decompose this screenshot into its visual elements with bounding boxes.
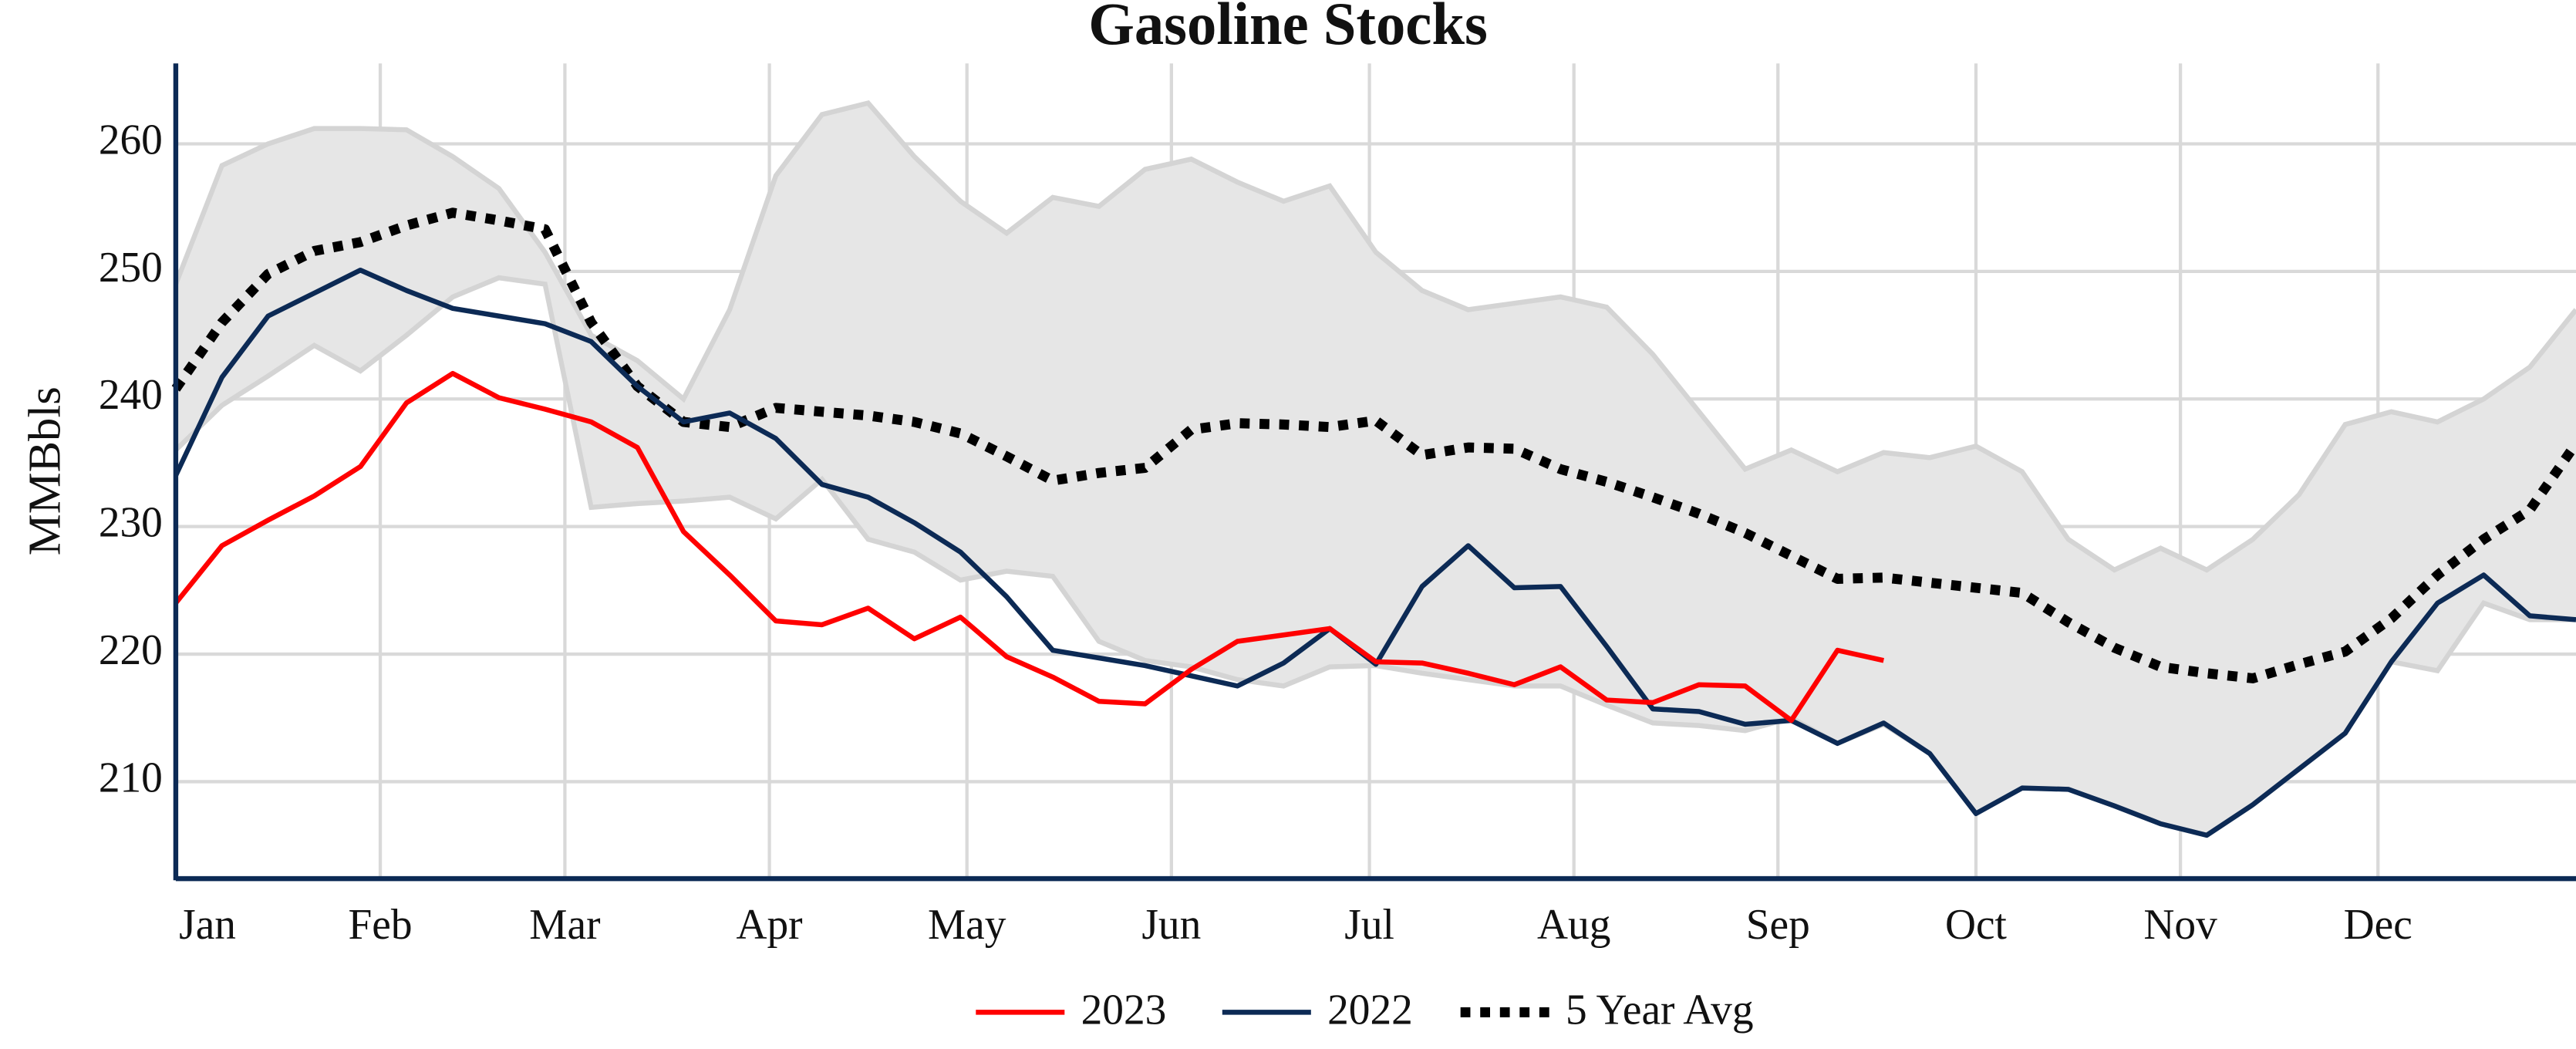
y-tick-label: 240 bbox=[99, 371, 163, 420]
x-tick-label: Jun bbox=[1141, 901, 1201, 949]
y-tick-label: 220 bbox=[99, 626, 163, 675]
series-line bbox=[174, 267, 2576, 838]
y-tick-label: 260 bbox=[99, 116, 163, 164]
legend-item: 2022 bbox=[1222, 986, 1413, 1034]
x-tick-label: Mar bbox=[529, 901, 601, 949]
legend-label: 2022 bbox=[1327, 986, 1413, 1034]
x-tick-label: Dec bbox=[2344, 901, 2412, 949]
band-edge bbox=[173, 100, 2576, 573]
chart-title: Gasoline Stocks bbox=[1088, 0, 1488, 57]
x-tick-label: Apr bbox=[737, 901, 804, 949]
x-tick-label: Oct bbox=[1945, 901, 2007, 949]
legend-label: 2023 bbox=[1081, 986, 1167, 1034]
y-tick-label: 250 bbox=[99, 243, 163, 292]
x-tick-label: Jan bbox=[179, 901, 236, 949]
legend-item: 5 Year Avg bbox=[1460, 986, 1754, 1034]
x-tick-label: Sep bbox=[1746, 901, 1810, 949]
series-line bbox=[171, 207, 2576, 683]
x-tick-label: Jul bbox=[1344, 901, 1394, 949]
series-line bbox=[174, 370, 1884, 724]
y-tick-label: 230 bbox=[99, 498, 163, 547]
y-axis-label: MMBbls bbox=[19, 386, 70, 555]
x-tick-label: Aug bbox=[1537, 901, 1610, 949]
x-tick-label: Feb bbox=[349, 901, 413, 949]
legend-label: 5 Year Avg bbox=[1566, 986, 1754, 1034]
x-tick-label: May bbox=[928, 901, 1006, 949]
range-band bbox=[175, 103, 2576, 835]
y-tick-label: 210 bbox=[99, 754, 163, 802]
legend-item: 2023 bbox=[976, 986, 1166, 1034]
x-tick-label: Nov bbox=[2143, 901, 2217, 949]
